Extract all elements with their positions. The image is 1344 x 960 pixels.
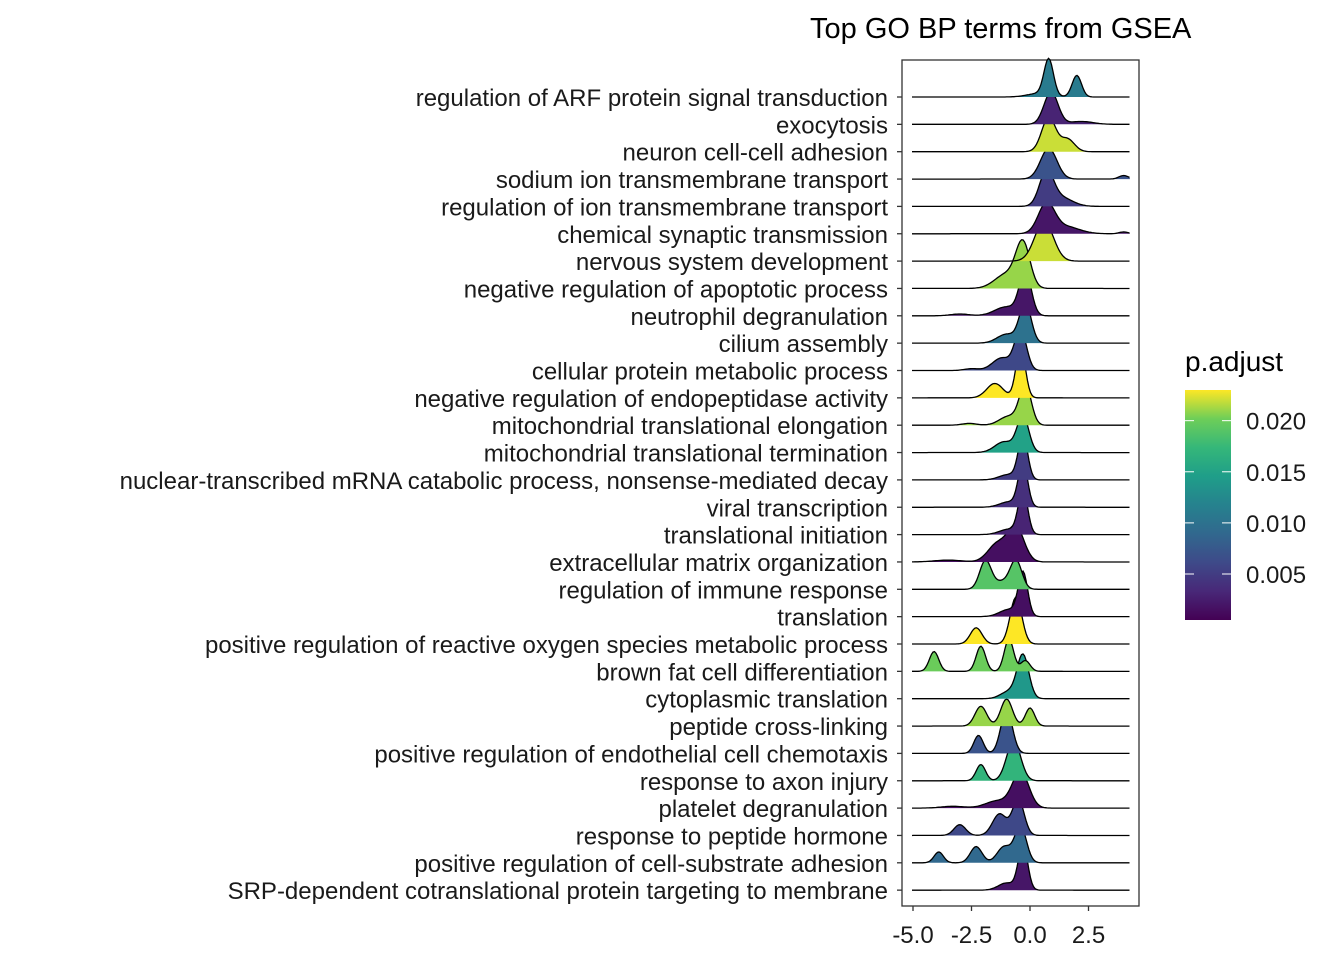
x-tick-label: -5.0 (892, 922, 933, 949)
y-tick-label: SRP-dependent cotranslational protein ta… (228, 878, 888, 905)
ridge-fill (912, 58, 1130, 97)
ridge-fill (912, 117, 1130, 152)
ridge-fill (912, 435, 1130, 480)
ridge-outline (912, 220, 1130, 262)
ridge-outline (912, 653, 1130, 700)
ridge-fill (912, 383, 1130, 426)
legend-ticks: 0.020 0.015 0.010 0.005 (1185, 409, 1306, 589)
y-tick-label: translation (777, 605, 888, 632)
y-tick-label: cilium assembly (719, 331, 888, 358)
y-tick-label: extracellular matrix organization (549, 550, 888, 577)
y-tick-label: response to axon injury (640, 769, 888, 796)
ridge-fill (912, 347, 1130, 398)
legend-tick-label: 0.010 (1246, 511, 1306, 538)
y-tick-label: neuron cell-cell adhesion (623, 140, 889, 167)
x-tick-label: -2.5 (951, 922, 992, 949)
y-tick-label: translational initiation (664, 523, 888, 550)
ridge-outline (912, 239, 1130, 290)
legend-colorbar (1185, 390, 1231, 620)
ridge-outline (912, 57, 1130, 98)
ridge-fill (912, 825, 1130, 863)
y-tick-label: neutrophil degranulation (630, 304, 888, 331)
ridge-fill (912, 597, 1130, 644)
ridge-fill (912, 525, 1130, 562)
ridge-fill (912, 270, 1130, 316)
y-tick-label: cytoplasmic translation (645, 687, 888, 714)
ridge-outline (912, 638, 1130, 673)
ridge-fill (912, 169, 1130, 207)
ridge-fill (912, 148, 1130, 180)
legend-tick-label: 0.020 (1246, 409, 1306, 436)
ridge-fill (912, 415, 1130, 453)
ridge-outline (912, 147, 1130, 180)
ridge-fill (912, 462, 1130, 508)
y-tick-label: sodium ion transmembrane transport (496, 167, 889, 194)
y-tick-label: mitochondrial translational elongation (492, 413, 888, 440)
y-tick-label: response to peptide hormone (576, 823, 888, 850)
y-tick-label: positive regulation of cell-substrate ad… (414, 851, 888, 878)
ridge-fill (912, 559, 1130, 590)
y-tick-label: platelet degranulation (658, 796, 888, 823)
ridge-fill (912, 302, 1130, 344)
legend-tick-label: 0.005 (1246, 562, 1306, 589)
ridge-outline (912, 116, 1130, 153)
ridge-fill (912, 639, 1130, 672)
legend-title: p.adjust (1185, 346, 1283, 377)
y-tick-label: positive regulation of reactive oxygen s… (205, 632, 888, 659)
ridge-outline (912, 709, 1130, 755)
legend: p.adjust 0.020 0.015 0.010 0.005 (1185, 346, 1306, 620)
y-tick-label: nervous system development (576, 249, 888, 276)
ridge-outline (912, 201, 1130, 235)
x-tick-label: 2.5 (1072, 922, 1105, 949)
ridge-fill (912, 653, 1130, 699)
chart-title: Top GO BP terms from GSEA (810, 13, 1192, 45)
y-tick-label: cellular protein metabolic process (532, 359, 888, 386)
ridges-layer (911, 57, 1130, 891)
y-tick-label: exocytosis (776, 112, 888, 139)
ridge-fill (912, 489, 1130, 535)
y-tick-label: positive regulation of endothelial cell … (374, 741, 888, 768)
ridge-fill (912, 741, 1130, 781)
ridge-outline (912, 91, 1130, 125)
y-tick-label: nuclear-transcribed mRNA catabolic proce… (120, 468, 888, 495)
y-tick-label: brown fat cell differentiation (596, 659, 888, 686)
ridge-outline (912, 740, 1130, 782)
ridge-outline (912, 168, 1130, 208)
plot-panel (901, 59, 1140, 907)
ridge-fill (912, 844, 1130, 891)
ridge-fill (912, 329, 1130, 371)
ridge-fill (912, 798, 1130, 836)
ridge-outline (912, 698, 1130, 727)
x-tick-label: 0.0 (1013, 922, 1046, 949)
y-tick-label: peptide cross-linking (669, 714, 888, 741)
ridge-outline (912, 558, 1130, 590)
y-tick-label: chemical synaptic transmission (557, 222, 888, 249)
legend-tick-label: 0.015 (1246, 460, 1306, 487)
y-tick-label: regulation of ion transmembrane transpor… (441, 194, 888, 221)
y-axis-labels: regulation of ARF protein signal transdu… (120, 85, 902, 905)
ridge-fill (912, 239, 1130, 289)
x-axis: -5.0 -2.5 0.0 2.5 (892, 906, 1105, 949)
ridge-fill (912, 571, 1130, 617)
y-tick-label: viral transcription (707, 495, 888, 522)
ridge-fill (912, 771, 1130, 809)
ridge-fill (912, 710, 1130, 754)
y-tick-label: mitochondrial translational termination (484, 441, 888, 468)
y-tick-label: regulation of ARF protein signal transdu… (416, 85, 888, 112)
y-tick-label: negative regulation of apoptotic process (464, 276, 888, 303)
y-tick-label: negative regulation of endopeptidase act… (414, 386, 888, 413)
y-tick-label: regulation of immune response (558, 577, 888, 604)
